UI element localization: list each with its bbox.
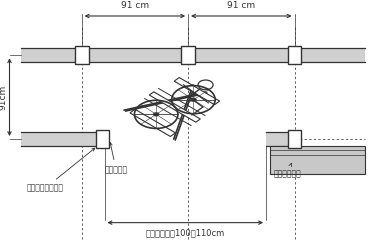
Polygon shape [270,146,365,174]
Polygon shape [288,130,301,148]
Polygon shape [130,109,176,137]
Polygon shape [149,92,200,122]
Polygon shape [21,48,365,62]
Circle shape [153,112,160,116]
Text: 91 cm: 91 cm [227,1,255,10]
Text: 有効開口幅　100～110cm: 有効開口幅 100～110cm [146,229,225,238]
Text: 壁を撤去した部分: 壁を撤去した部分 [27,148,95,193]
Polygon shape [181,46,195,64]
Polygon shape [266,132,288,146]
Polygon shape [174,77,220,105]
Text: 91 cm: 91 cm [121,1,149,10]
Text: 91cm: 91cm [0,85,8,110]
Polygon shape [75,46,89,64]
Polygon shape [288,46,301,64]
Text: 扉（引き戸）: 扉（引き戸） [274,163,301,178]
Polygon shape [96,130,109,148]
Text: 移動した柱: 移動した柱 [105,143,128,174]
Polygon shape [21,132,104,146]
Circle shape [190,98,197,102]
